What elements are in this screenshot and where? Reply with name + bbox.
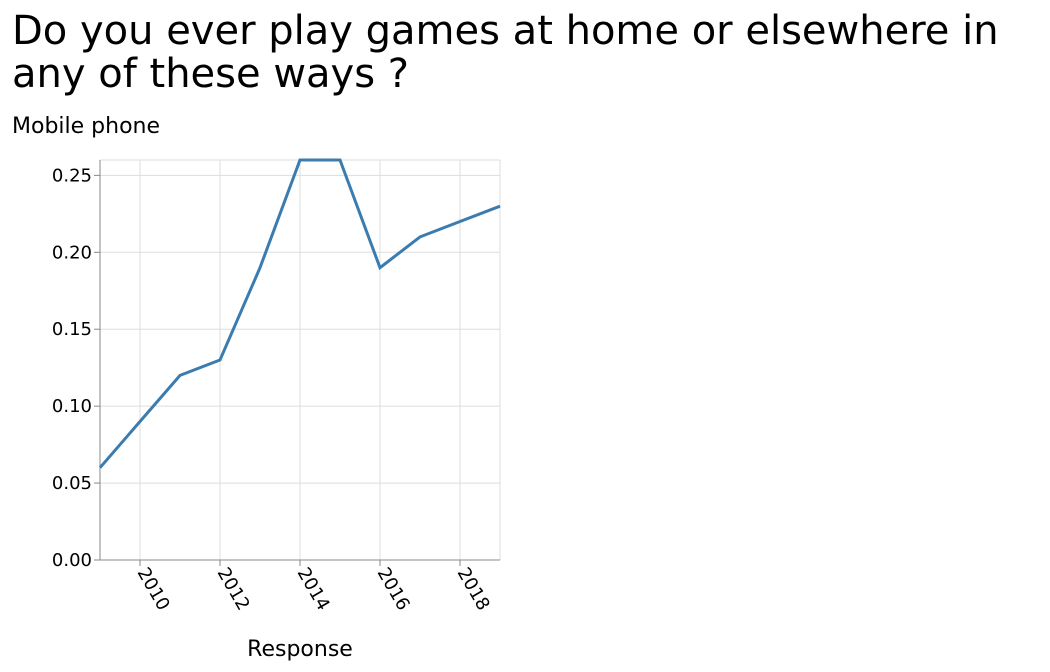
y-tick-label: 0.25 bbox=[52, 165, 92, 186]
y-axis-title: Mobile phone bbox=[12, 114, 160, 139]
x-tick-label: 2016 bbox=[373, 564, 414, 614]
x-tick-label: 2018 bbox=[453, 564, 494, 614]
x-tick-label: 2010 bbox=[133, 564, 174, 614]
x-tick-label: 2012 bbox=[213, 564, 254, 614]
x-tick-labels: 2010 2012 2014 2016 2018 bbox=[133, 564, 494, 614]
x-axis-title: Response bbox=[247, 637, 353, 662]
y-tick-label: 0.15 bbox=[52, 319, 92, 340]
y-tick-label: 0.05 bbox=[52, 473, 92, 494]
series-lines bbox=[98, 158, 501, 469]
grid-lines bbox=[100, 159, 501, 561]
axes bbox=[94, 160, 500, 566]
x-tick-label: 2014 bbox=[293, 564, 334, 614]
y-tick-label: 0.20 bbox=[52, 242, 92, 263]
chart-title: Do you ever play games at home or elsewh… bbox=[12, 8, 999, 97]
series-line bbox=[98, 158, 501, 469]
y-tick-labels: 0.00 0.05 0.10 0.15 0.20 0.25 bbox=[52, 165, 92, 571]
y-tick-label: 0.00 bbox=[52, 550, 92, 571]
y-tick-label: 0.10 bbox=[52, 396, 92, 417]
